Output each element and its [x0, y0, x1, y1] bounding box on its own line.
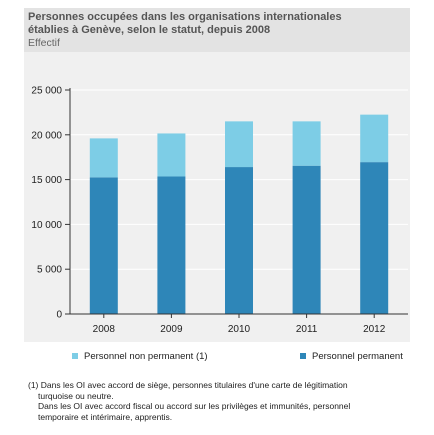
- bar-permanent: [360, 162, 389, 314]
- bar-permanent: [89, 177, 118, 314]
- footnote-line-4: temporaire et intérimaire, apprentis.: [38, 411, 173, 422]
- x-tick-label: 2010: [228, 324, 251, 335]
- bar-permanent: [292, 165, 321, 314]
- bar-non-permanent: [360, 114, 389, 163]
- x-tick-label: 2009: [160, 324, 183, 335]
- footnote-line-3: Dans les OI avec accord fiscal ou accord…: [38, 401, 351, 411]
- y-tick-label: 10 000: [31, 220, 62, 231]
- legend-item-non-permanent: Personnel non permanent (1): [72, 351, 208, 362]
- chart-subtitle: Effectif: [28, 37, 60, 49]
- legend-swatch-non-permanent: [72, 353, 78, 360]
- bar-chart: 0 5 000 10 000 15 000 20 000 25 000 2008 2009 20…: [31, 86, 408, 335]
- bar-non-permanent: [89, 138, 118, 178]
- x-tick-label: 2008: [93, 324, 116, 335]
- footnote-line-2: turquoise ou neutre.: [38, 390, 114, 401]
- bar-non-permanent: [292, 121, 321, 166]
- y-tick-label: 0: [56, 310, 62, 321]
- y-tick-label: 25 000: [31, 86, 62, 97]
- chart-title-line-1: Personnes occupées dans les organisation…: [28, 11, 342, 23]
- chart-header: Personnes occupées dans les organisation…: [24, 8, 410, 52]
- chart-title-line-2: établies à Genève, selon le statut, depu…: [28, 24, 271, 36]
- x-tick-label: 2012: [363, 324, 386, 335]
- footnote: (1) Dans les OI avec accord de siège, pe…: [28, 380, 418, 422]
- legend-swatch-permanent: [300, 353, 306, 360]
- bar-non-permanent: [225, 121, 253, 168]
- footnote-line-1: (1) Dans les OI avec accord de siège, pe…: [28, 380, 348, 390]
- x-tick-label: 2011: [296, 324, 318, 335]
- bar-non-permanent: [157, 133, 186, 177]
- y-tick-label: 15 000: [31, 175, 62, 186]
- y-tick-label: 20 000: [31, 130, 62, 141]
- plot-background: [24, 52, 410, 342]
- legend-label-non-permanent: Personnel non permanent (1): [84, 351, 208, 362]
- y-tick-label: 5 000: [37, 265, 62, 276]
- bar-permanent: [225, 167, 253, 314]
- legend-label-permanent: Personnel permanent: [312, 351, 403, 362]
- legend-item-permanent: Personnel permanent: [300, 351, 403, 362]
- bar-permanent: [157, 176, 186, 314]
